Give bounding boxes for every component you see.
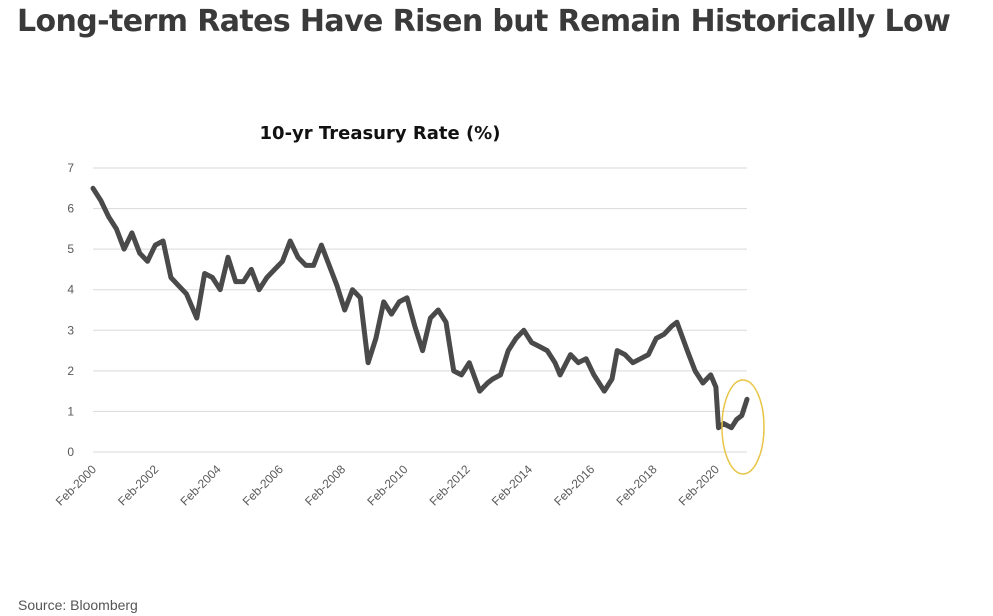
y-tick-label: 5: [67, 242, 74, 256]
x-tick-label: Feb-2010: [364, 462, 410, 508]
y-tick-label: 7: [67, 161, 74, 175]
gridlines: [93, 167, 747, 453]
series-line-10yr-treasury: [90, 185, 750, 431]
x-tick-label: Feb-2016: [551, 462, 597, 508]
y-tick-label: 0: [67, 445, 74, 459]
x-tick-label: Feb-2014: [489, 462, 535, 508]
source-note: Source: Bloomberg: [18, 597, 138, 613]
chart-title: 10-yr Treasury Rate (%): [260, 123, 501, 144]
x-tick-label: Feb-2012: [427, 462, 473, 508]
x-tick-label: Feb-2008: [302, 462, 348, 508]
line-chart: 10-yr Treasury Rate (%) 0 1 2 3 4 5 6 7 Feb-200…: [53, 123, 765, 508]
y-tick-label: 4: [67, 283, 74, 297]
y-tick-label: 1: [67, 404, 74, 418]
y-tick-label: 2: [67, 364, 74, 378]
highlight-circle: [721, 379, 765, 475]
x-tick-label: Feb-2020: [676, 462, 722, 508]
y-tick-label: 6: [67, 202, 74, 216]
x-tick-label: Feb-2004: [177, 462, 223, 508]
x-tick-label: Feb-2000: [53, 462, 99, 508]
x-tick-label: Feb-2018: [613, 462, 659, 508]
x-tick-label: Feb-2006: [240, 462, 286, 508]
y-axis-ticks: 0 1 2 3 4 5 6 7: [67, 161, 74, 459]
x-tick-label: Feb-2002: [115, 462, 161, 508]
y-tick-label: 3: [67, 323, 74, 337]
headline: Long-term Rates Have Risen but Remain Hi…: [17, 4, 951, 39]
x-axis-ticks: Feb-2000 Feb-2002 Feb-2004 Feb-2006 Feb-2008…: [53, 462, 722, 508]
series-group: [90, 185, 750, 431]
